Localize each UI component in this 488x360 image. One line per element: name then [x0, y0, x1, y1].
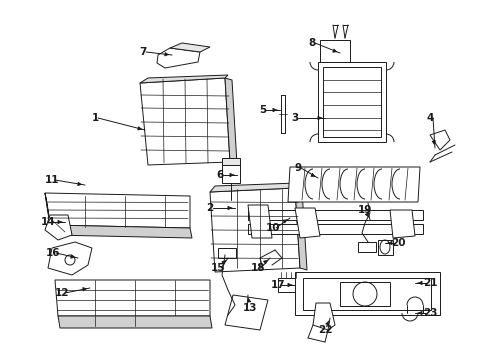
Polygon shape [209, 188, 299, 272]
Polygon shape [170, 43, 209, 52]
Polygon shape [377, 240, 392, 255]
Text: 13: 13 [242, 303, 257, 313]
Polygon shape [45, 193, 52, 235]
Text: 7: 7 [139, 47, 146, 57]
Polygon shape [312, 303, 334, 330]
Bar [247, 210, 422, 220]
Polygon shape [224, 295, 267, 330]
Polygon shape [58, 316, 212, 328]
Text: 18: 18 [250, 263, 264, 273]
Text: 21: 21 [422, 278, 436, 288]
Bar [278, 278, 299, 292]
Text: 6: 6 [216, 170, 223, 180]
Text: 3: 3 [291, 113, 298, 123]
Text: 17: 17 [270, 280, 285, 290]
Polygon shape [48, 242, 92, 275]
Polygon shape [45, 215, 72, 240]
Polygon shape [222, 158, 240, 165]
Polygon shape [247, 205, 271, 238]
Polygon shape [294, 188, 306, 270]
Polygon shape [224, 78, 237, 164]
Polygon shape [157, 48, 200, 68]
Circle shape [65, 255, 75, 265]
Bar [247, 224, 422, 234]
Polygon shape [294, 208, 319, 238]
Bar [218, 248, 236, 258]
Bar [319, 40, 349, 62]
Text: 10: 10 [265, 223, 280, 233]
Text: 22: 22 [317, 325, 331, 335]
Bar [323, 67, 380, 137]
Text: 23: 23 [422, 308, 436, 318]
Text: 14: 14 [41, 217, 55, 227]
Polygon shape [55, 280, 209, 316]
Polygon shape [222, 165, 240, 183]
Text: 19: 19 [357, 205, 371, 215]
Polygon shape [45, 193, 190, 228]
Polygon shape [389, 210, 414, 238]
Polygon shape [209, 183, 296, 192]
Polygon shape [294, 272, 439, 315]
Text: 5: 5 [259, 105, 266, 115]
Bar [317, 62, 385, 142]
Polygon shape [50, 225, 192, 238]
Polygon shape [140, 78, 229, 165]
Text: 12: 12 [55, 288, 69, 298]
Polygon shape [140, 75, 227, 83]
Bar [303, 278, 430, 310]
Text: 2: 2 [206, 203, 213, 213]
Text: 11: 11 [45, 175, 59, 185]
Text: 15: 15 [210, 263, 225, 273]
Polygon shape [287, 167, 419, 202]
Text: 20: 20 [390, 238, 405, 248]
Polygon shape [429, 130, 449, 150]
Text: 16: 16 [46, 248, 60, 258]
Bar [357, 242, 375, 252]
Bar [339, 282, 389, 306]
Text: 8: 8 [308, 38, 315, 48]
Text: 9: 9 [294, 163, 301, 173]
Text: 1: 1 [91, 113, 99, 123]
Text: 4: 4 [426, 113, 433, 123]
